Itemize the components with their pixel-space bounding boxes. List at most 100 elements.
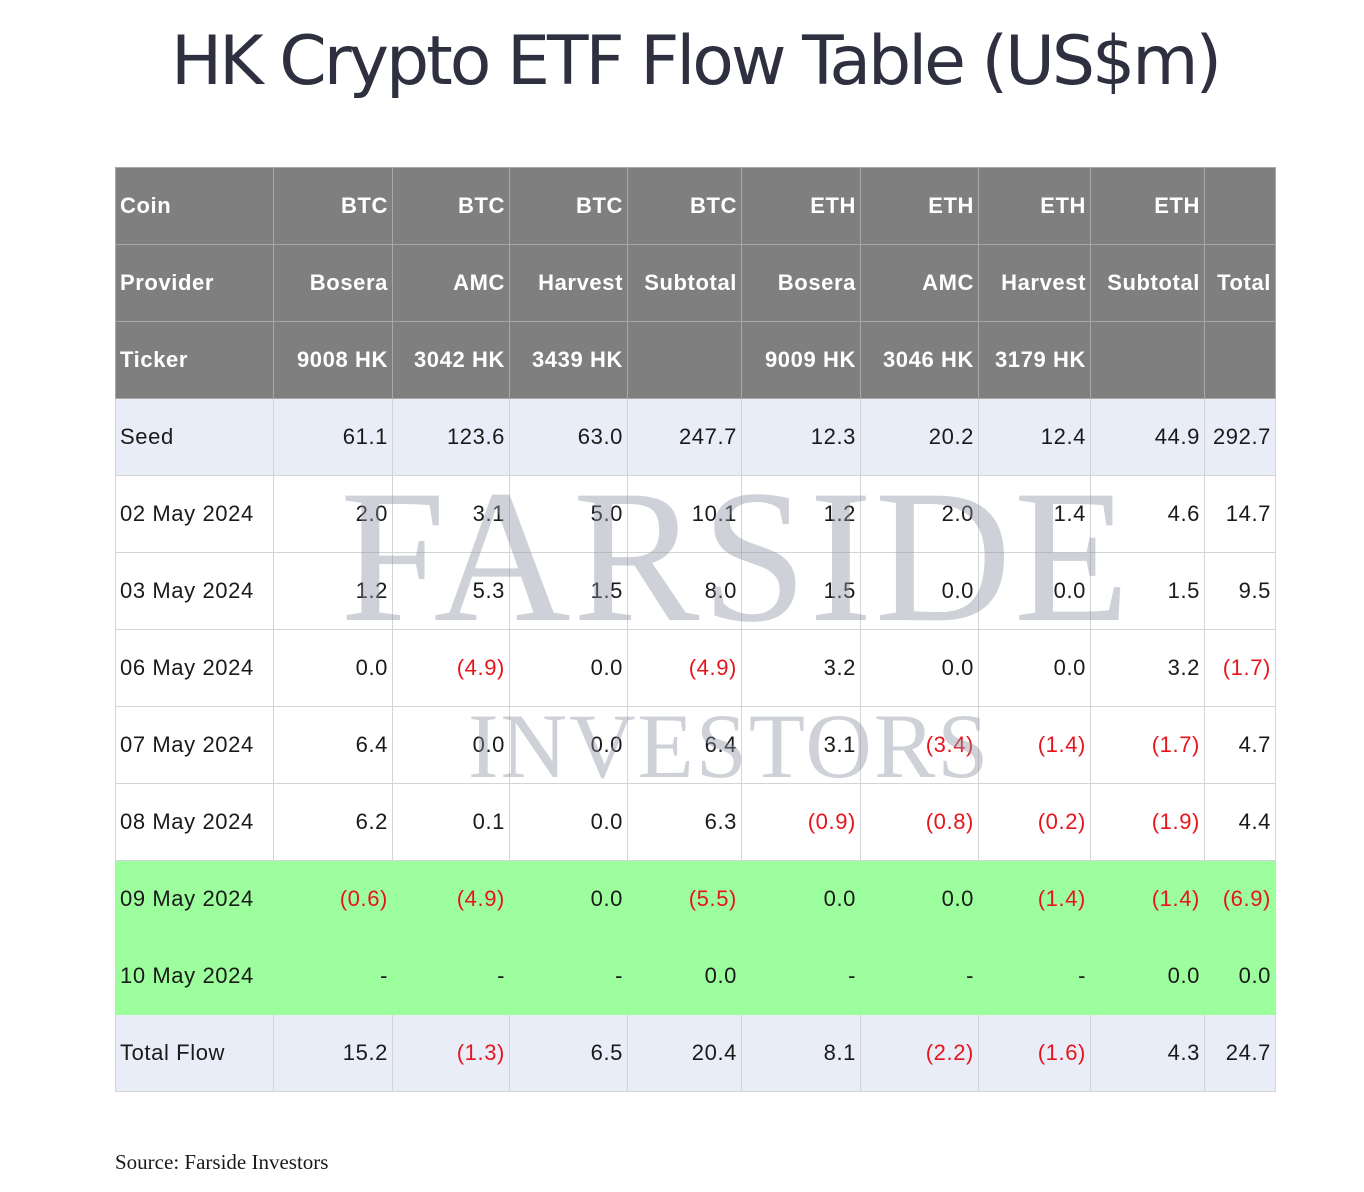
header-cell: Harvest xyxy=(509,244,628,322)
table-cell: 6.3 xyxy=(627,783,742,861)
table-cell: 12.4 xyxy=(978,398,1091,476)
page-title: HK Crypto ETF Flow Table (US$m) xyxy=(170,22,1222,101)
table-cell: 123.6 xyxy=(392,398,510,476)
table-row: 09 May 2024 (0.6) (4.9) 0.0 (5.5) 0.0 0.0 (1.4)… xyxy=(115,860,1276,938)
table-cell: (5.5) xyxy=(627,860,742,938)
table-cell: (1.4) xyxy=(978,706,1091,784)
table-cell: 5.0 xyxy=(509,475,628,553)
table-cell: 6.5 xyxy=(509,1014,628,1092)
header-cell: Subtotal xyxy=(1090,244,1205,322)
table-cell: - xyxy=(741,937,861,1015)
row-label: 10 May 2024 xyxy=(115,937,274,1015)
header-cell: BTC xyxy=(627,167,742,245)
table-cell: 0.0 xyxy=(978,552,1091,630)
table-cell: 0.0 xyxy=(627,937,742,1015)
table-cell: 5.3 xyxy=(392,552,510,630)
header-cell: ETH xyxy=(978,167,1091,245)
table-cell: 6.2 xyxy=(273,783,393,861)
header-cell xyxy=(1090,321,1205,399)
table-cell: - xyxy=(392,937,510,1015)
table-cell: 20.4 xyxy=(627,1014,742,1092)
table-body: Seed 61.1 123.6 63.0 247.7 12.3 20.2 12.4 44.9 29… xyxy=(115,398,1276,1092)
etf-flow-table: Coin BTC BTC BTC BTC ETH ETH ETH ETH Provider Bose… xyxy=(115,167,1276,1092)
table-cell: 14.7 xyxy=(1204,475,1276,553)
row-label: 02 May 2024 xyxy=(115,475,274,553)
header-cell: BTC xyxy=(509,167,628,245)
header-label: Ticker xyxy=(115,321,274,399)
header-cell: Bosera xyxy=(741,244,861,322)
table-cell: 4.7 xyxy=(1204,706,1276,784)
table-cell: - xyxy=(978,937,1091,1015)
header-cell xyxy=(627,321,742,399)
table-cell: (1.4) xyxy=(978,860,1091,938)
table-cell: 0.0 xyxy=(273,629,393,707)
table-cell: 3.2 xyxy=(741,629,861,707)
header-cell: 3046 HK xyxy=(860,321,979,399)
row-label: 08 May 2024 xyxy=(115,783,274,861)
header-cell: BTC xyxy=(392,167,510,245)
table-cell: 0.0 xyxy=(1204,937,1276,1015)
table-cell: 1.5 xyxy=(1090,552,1205,630)
table-cell: (1.7) xyxy=(1204,629,1276,707)
table-cell: 6.4 xyxy=(273,706,393,784)
table-cell: 61.1 xyxy=(273,398,393,476)
table-cell: 20.2 xyxy=(860,398,979,476)
table-cell: 6.4 xyxy=(627,706,742,784)
table-cell: (4.9) xyxy=(627,629,742,707)
header-cell xyxy=(1204,167,1276,245)
header-row-ticker: Ticker 9008 HK 3042 HK 3439 HK 9009 HK 3046 H… xyxy=(115,321,1276,399)
header-cell: ETH xyxy=(860,167,979,245)
table-cell: 15.2 xyxy=(273,1014,393,1092)
table-cell: (1.7) xyxy=(1090,706,1205,784)
table-cell: 4.6 xyxy=(1090,475,1205,553)
table-cell: - xyxy=(273,937,393,1015)
header-cell: BTC xyxy=(273,167,393,245)
header-cell: Harvest xyxy=(978,244,1091,322)
table-cell: 12.3 xyxy=(741,398,861,476)
table-cell: 44.9 xyxy=(1090,398,1205,476)
header-cell: Bosera xyxy=(273,244,393,322)
table-cell: 0.0 xyxy=(978,629,1091,707)
header-cell: Total xyxy=(1204,244,1276,322)
table-cell: 2.0 xyxy=(273,475,393,553)
table-cell: 1.5 xyxy=(741,552,861,630)
table-cell: 4.3 xyxy=(1090,1014,1205,1092)
table-cell: 0.0 xyxy=(860,552,979,630)
row-label: 06 May 2024 xyxy=(115,629,274,707)
table-cell: (4.9) xyxy=(392,860,510,938)
table-cell: 1.4 xyxy=(978,475,1091,553)
row-label: 09 May 2024 xyxy=(115,860,274,938)
header-cell: ETH xyxy=(1090,167,1205,245)
source-note: Source: Farside Investors xyxy=(115,1150,329,1174)
table-cell: (0.9) xyxy=(741,783,861,861)
table-cell: 0.0 xyxy=(509,629,628,707)
table-cell: 3.1 xyxy=(741,706,861,784)
table-cell: 1.2 xyxy=(741,475,861,553)
table-cell: (1.6) xyxy=(978,1014,1091,1092)
header-cell: 9009 HK xyxy=(741,321,861,399)
table-cell: 0.0 xyxy=(509,783,628,861)
table-cell: (4.9) xyxy=(392,629,510,707)
table-cell: 0.0 xyxy=(741,860,861,938)
table-cell: 8.1 xyxy=(741,1014,861,1092)
table-row: 06 May 2024 0.0 (4.9) 0.0 (4.9) 3.2 0.0 0.0 3.2(… xyxy=(115,629,1276,707)
table-cell: 0.0 xyxy=(1090,937,1205,1015)
table-cell: 0.0 xyxy=(392,706,510,784)
table-cell: (0.8) xyxy=(860,783,979,861)
row-label: Seed xyxy=(115,398,274,476)
table-row: 07 May 2024 6.4 0.0 0.0 6.4 3.1 (3.4) (1.4) (1.7… xyxy=(115,706,1276,784)
header-cell: 3439 HK xyxy=(509,321,628,399)
table-cell: 63.0 xyxy=(509,398,628,476)
table-row: 10 May 2024- - -0.0- - -0.0 0.0 xyxy=(115,937,1276,1015)
table-row: 08 May 2024 6.2 0.1 0.0 6.3 (0.9) (0.8) (0.2) (1… xyxy=(115,783,1276,861)
header-cell: 9008 HK xyxy=(273,321,393,399)
table-row: 02 May 2024 2.0 3.1 5.0 10.1 1.2 2.0 1.4 4.6 14.7 xyxy=(115,475,1276,553)
table-cell: 4.4 xyxy=(1204,783,1276,861)
table-cell: (3.4) xyxy=(860,706,979,784)
table-cell: (1.3) xyxy=(392,1014,510,1092)
table-cell: 2.0 xyxy=(860,475,979,553)
table-header: Coin BTC BTC BTC BTC ETH ETH ETH ETH Provider Bose… xyxy=(115,167,1276,399)
table-cell: - xyxy=(509,937,628,1015)
table-cell: 0.0 xyxy=(509,860,628,938)
table-cell: (2.2) xyxy=(860,1014,979,1092)
